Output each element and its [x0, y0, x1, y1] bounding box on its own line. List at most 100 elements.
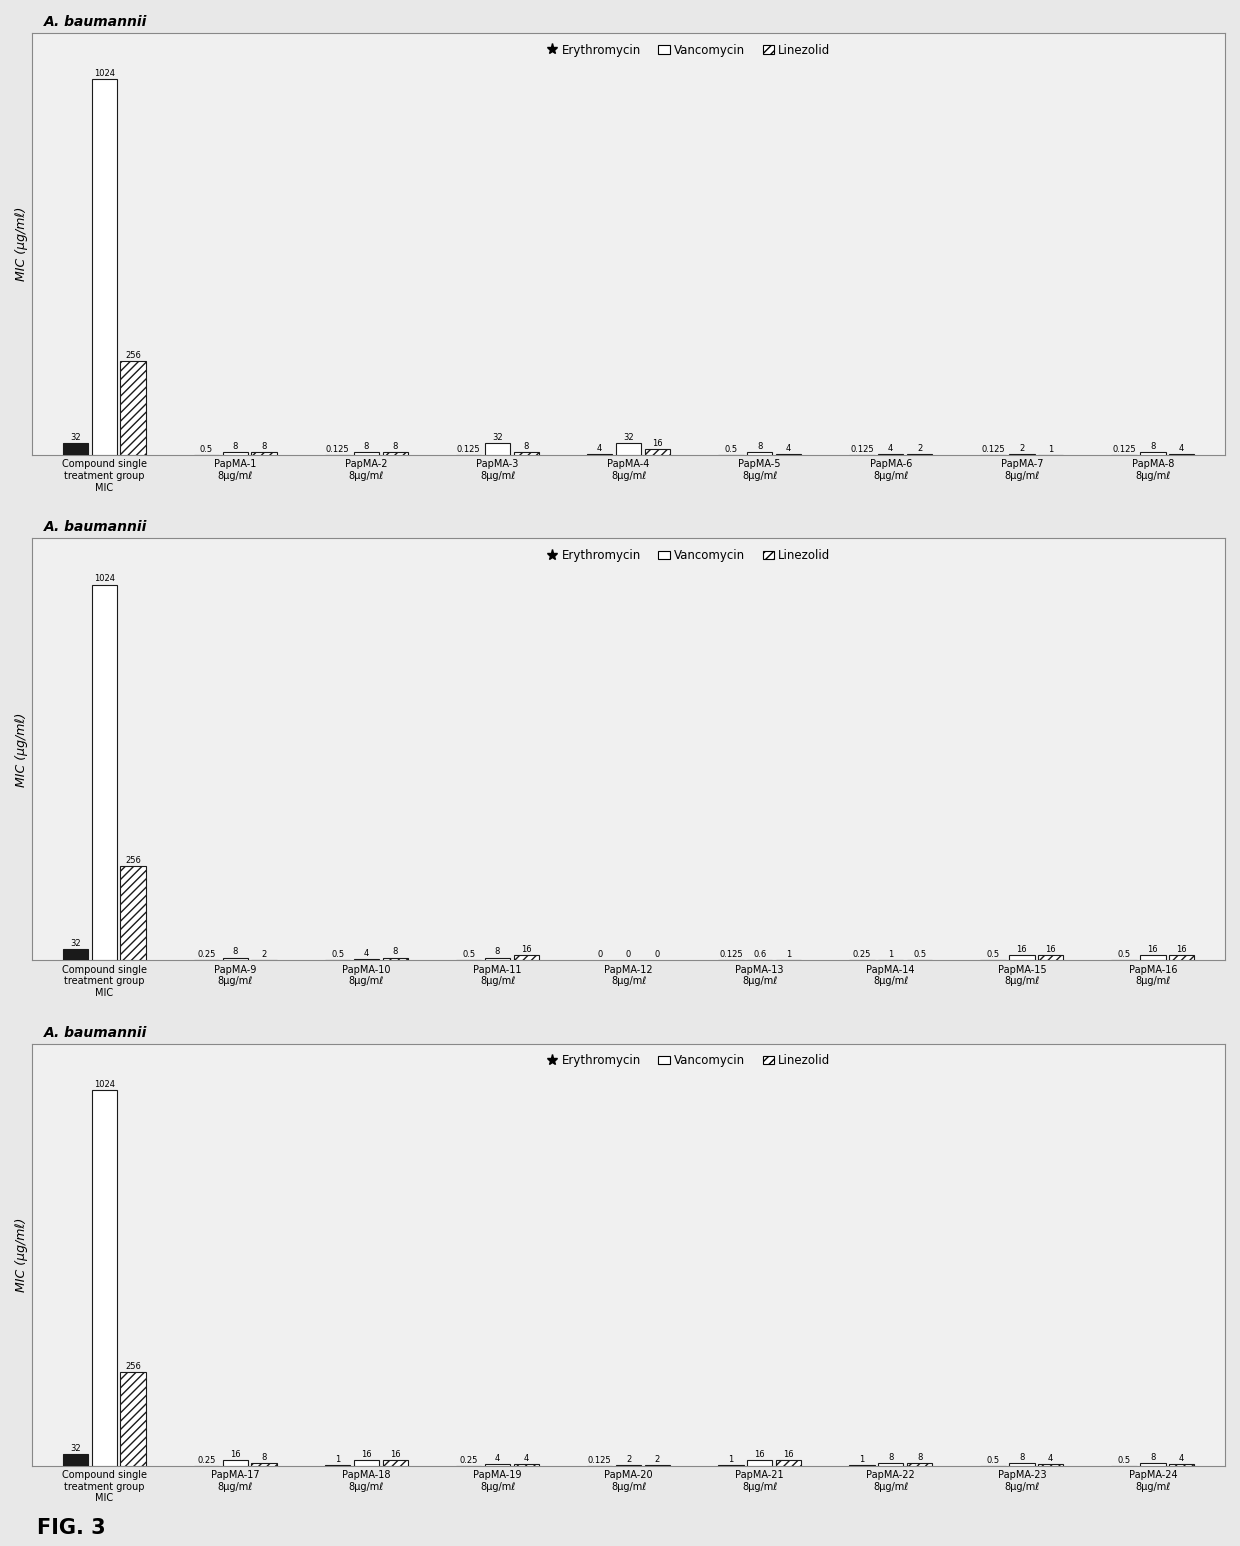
- Bar: [63, 444, 88, 455]
- Text: 8: 8: [916, 1453, 923, 1463]
- Bar: [63, 1455, 88, 1466]
- Text: 8: 8: [393, 948, 398, 957]
- Bar: [645, 450, 670, 455]
- Text: 0: 0: [598, 951, 603, 960]
- Text: 16: 16: [1147, 945, 1158, 954]
- Bar: [485, 444, 510, 455]
- Text: 8: 8: [393, 442, 398, 451]
- Text: 4: 4: [523, 1455, 529, 1463]
- Text: 256: 256: [125, 856, 141, 866]
- Text: 1: 1: [1048, 445, 1053, 453]
- Bar: [1009, 1463, 1034, 1466]
- Y-axis label: MIC (μg/mℓ): MIC (μg/mℓ): [15, 713, 29, 787]
- Text: 4: 4: [495, 1455, 500, 1463]
- Bar: [120, 1371, 146, 1466]
- Bar: [120, 866, 146, 960]
- Bar: [63, 949, 88, 960]
- Bar: [1141, 954, 1166, 960]
- Text: 4: 4: [1179, 444, 1184, 453]
- Text: 16: 16: [521, 945, 532, 954]
- Bar: [1009, 954, 1034, 960]
- Text: 8: 8: [495, 948, 500, 957]
- Text: 16: 16: [754, 1450, 765, 1459]
- Text: 0.25: 0.25: [197, 951, 216, 960]
- Bar: [746, 1459, 773, 1466]
- Text: 8: 8: [262, 442, 267, 451]
- Legend: Erythromycin, Vancomycin, Linezolid: Erythromycin, Vancomycin, Linezolid: [542, 544, 835, 566]
- Text: 4: 4: [598, 444, 603, 453]
- Text: 8: 8: [233, 948, 238, 957]
- Text: 2: 2: [916, 444, 923, 453]
- Bar: [906, 1463, 932, 1466]
- Text: 16: 16: [1177, 945, 1187, 954]
- Text: 2: 2: [655, 1455, 660, 1464]
- Text: 8: 8: [233, 442, 238, 451]
- Text: 8: 8: [523, 442, 529, 451]
- Text: 0.5: 0.5: [1117, 1455, 1131, 1464]
- Text: 1: 1: [888, 951, 893, 959]
- Bar: [383, 453, 408, 455]
- Text: 0.125: 0.125: [456, 445, 480, 455]
- Text: 32: 32: [71, 433, 81, 442]
- Text: 4: 4: [1048, 1455, 1053, 1463]
- Text: 0.5: 0.5: [331, 951, 345, 959]
- Text: 0.6: 0.6: [753, 951, 766, 959]
- Bar: [252, 1463, 277, 1466]
- Text: 0.125: 0.125: [588, 1456, 611, 1464]
- Text: 0.125: 0.125: [851, 445, 874, 455]
- Text: 2: 2: [626, 1455, 631, 1464]
- Text: 0.5: 0.5: [463, 951, 475, 959]
- Bar: [485, 957, 510, 960]
- Text: 256: 256: [125, 1362, 141, 1371]
- Bar: [223, 1459, 248, 1466]
- Text: 8: 8: [363, 442, 370, 451]
- Text: 4: 4: [363, 949, 370, 959]
- Text: 16: 16: [652, 439, 662, 448]
- Bar: [92, 1090, 117, 1466]
- Text: 0.25: 0.25: [853, 951, 870, 960]
- Legend: Erythromycin, Vancomycin, Linezolid: Erythromycin, Vancomycin, Linezolid: [542, 39, 835, 62]
- Bar: [1038, 954, 1064, 960]
- Text: 4: 4: [1179, 1455, 1184, 1463]
- Bar: [92, 79, 117, 455]
- Text: 1: 1: [859, 1455, 864, 1464]
- Text: 16: 16: [231, 1450, 241, 1459]
- Text: 8: 8: [1151, 442, 1156, 451]
- Text: 16: 16: [1045, 945, 1056, 954]
- Bar: [252, 453, 277, 455]
- Text: 8: 8: [888, 1453, 894, 1463]
- Bar: [353, 1459, 379, 1466]
- Text: A. baumannii: A. baumannii: [45, 15, 148, 29]
- Text: 0: 0: [655, 951, 660, 960]
- Text: 8: 8: [1019, 1453, 1024, 1463]
- Bar: [353, 453, 379, 455]
- Text: 0.125: 0.125: [981, 445, 1004, 455]
- Bar: [92, 584, 117, 960]
- Text: 8: 8: [756, 442, 763, 451]
- Bar: [616, 444, 641, 455]
- Text: 1: 1: [728, 1455, 733, 1464]
- Text: 256: 256: [125, 351, 141, 360]
- Text: 4: 4: [786, 444, 791, 453]
- Text: 32: 32: [71, 1444, 81, 1453]
- Bar: [1141, 1463, 1166, 1466]
- Bar: [776, 1459, 801, 1466]
- Text: 1: 1: [335, 1455, 340, 1464]
- Bar: [1141, 453, 1166, 455]
- Bar: [513, 954, 539, 960]
- Text: 16: 16: [1017, 945, 1027, 954]
- Text: 0.125: 0.125: [719, 951, 743, 960]
- Bar: [878, 1463, 904, 1466]
- Text: 0.25: 0.25: [460, 1456, 477, 1464]
- Bar: [223, 453, 248, 455]
- Text: 8: 8: [262, 1453, 267, 1463]
- Bar: [383, 1459, 408, 1466]
- Text: 1024: 1024: [94, 70, 115, 79]
- Text: 4: 4: [888, 444, 893, 453]
- Text: 1024: 1024: [94, 575, 115, 583]
- Text: 0.5: 0.5: [1117, 951, 1131, 959]
- Text: 16: 16: [784, 1450, 794, 1459]
- Text: 32: 32: [624, 433, 634, 442]
- Text: 0.5: 0.5: [987, 951, 999, 959]
- Y-axis label: MIC (μg/mℓ): MIC (μg/mℓ): [15, 207, 29, 281]
